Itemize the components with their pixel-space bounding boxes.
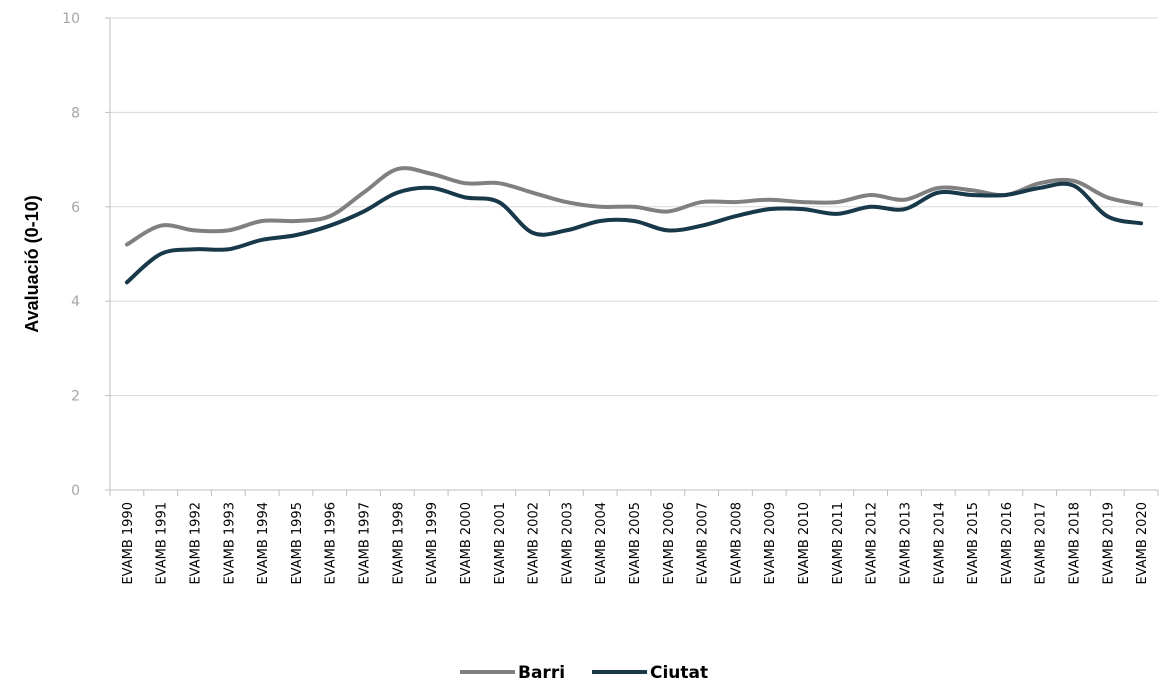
legend-label-ciutat: Ciutat xyxy=(650,663,708,683)
x-tick-label: EVAMB 2002 xyxy=(527,502,542,585)
x-tick-label: EVAMB 2013 xyxy=(898,502,913,585)
x-tick-label: EVAMB 1991 xyxy=(155,502,170,585)
x-tick-label: EVAMB 2014 xyxy=(932,502,947,585)
x-tick-label: EVAMB 2004 xyxy=(594,502,609,585)
legend-label-barri: Barri xyxy=(518,663,565,683)
x-tick-label: EVAMB 2017 xyxy=(1034,502,1049,585)
x-tick-label: EVAMB 2011 xyxy=(831,502,846,585)
x-tick-label: EVAMB 2020 xyxy=(1135,502,1150,585)
x-tick-label: EVAMB 2006 xyxy=(662,502,677,585)
y-tick-label: 6 xyxy=(71,200,80,216)
y-tick-label: 2 xyxy=(71,389,80,405)
y-axis-ticks: 0 2 4 6 8 10 xyxy=(62,11,110,499)
x-axis-ticks: EVAMB 1990 EVAMB 1991 EVAMB 1992 EVAMB 1993… xyxy=(109,490,1159,585)
y-tick-label: 0 xyxy=(71,483,80,499)
x-tick-label: EVAMB 2007 xyxy=(696,502,711,585)
y-tick-label: 10 xyxy=(62,11,80,27)
series-line-ciutat xyxy=(124,181,1144,285)
x-tick-label: EVAMB 2005 xyxy=(628,502,643,585)
x-tick-label: EVAMB 1995 xyxy=(290,502,305,585)
x-tick-label: EVAMB 2012 xyxy=(865,502,880,585)
y-tick-label: 4 xyxy=(71,294,80,310)
x-tick-label: EVAMB 2019 xyxy=(1101,502,1116,585)
gridlines xyxy=(109,17,1158,490)
series-line-barri xyxy=(124,166,1144,247)
y-axis-label: Avaluació (0-10) xyxy=(22,195,42,332)
series-lines xyxy=(124,166,1144,285)
x-tick-label: EVAMB 1999 xyxy=(425,502,440,585)
x-tick-label: EVAMB 1990 xyxy=(121,502,136,585)
x-tick-label: EVAMB 1993 xyxy=(222,502,237,585)
x-tick-label: EVAMB 1998 xyxy=(391,502,406,585)
x-tick-label: EVAMB 2001 xyxy=(493,502,508,585)
x-tick-label: EVAMB 1997 xyxy=(358,502,373,585)
x-tick-label: EVAMB 2008 xyxy=(729,502,744,585)
x-tick-label: EVAMB 2000 xyxy=(459,502,474,585)
x-tick-label: EVAMB 2010 xyxy=(797,502,812,585)
legend: Barri Ciutat xyxy=(460,663,708,683)
x-tick-label: EVAMB 2003 xyxy=(560,502,575,585)
x-tick-label: EVAMB 1996 xyxy=(324,502,339,585)
x-tick-label: EVAMB 2016 xyxy=(1000,502,1015,585)
x-tick-label: EVAMB 1992 xyxy=(189,502,204,585)
y-tick-label: 8 xyxy=(71,105,80,121)
x-tick-label: EVAMB 2015 xyxy=(966,502,981,585)
x-tick-label: EVAMB 2009 xyxy=(763,502,778,585)
x-tick-label: EVAMB 2018 xyxy=(1067,502,1082,585)
x-tick-label: EVAMB 1994 xyxy=(256,502,271,585)
